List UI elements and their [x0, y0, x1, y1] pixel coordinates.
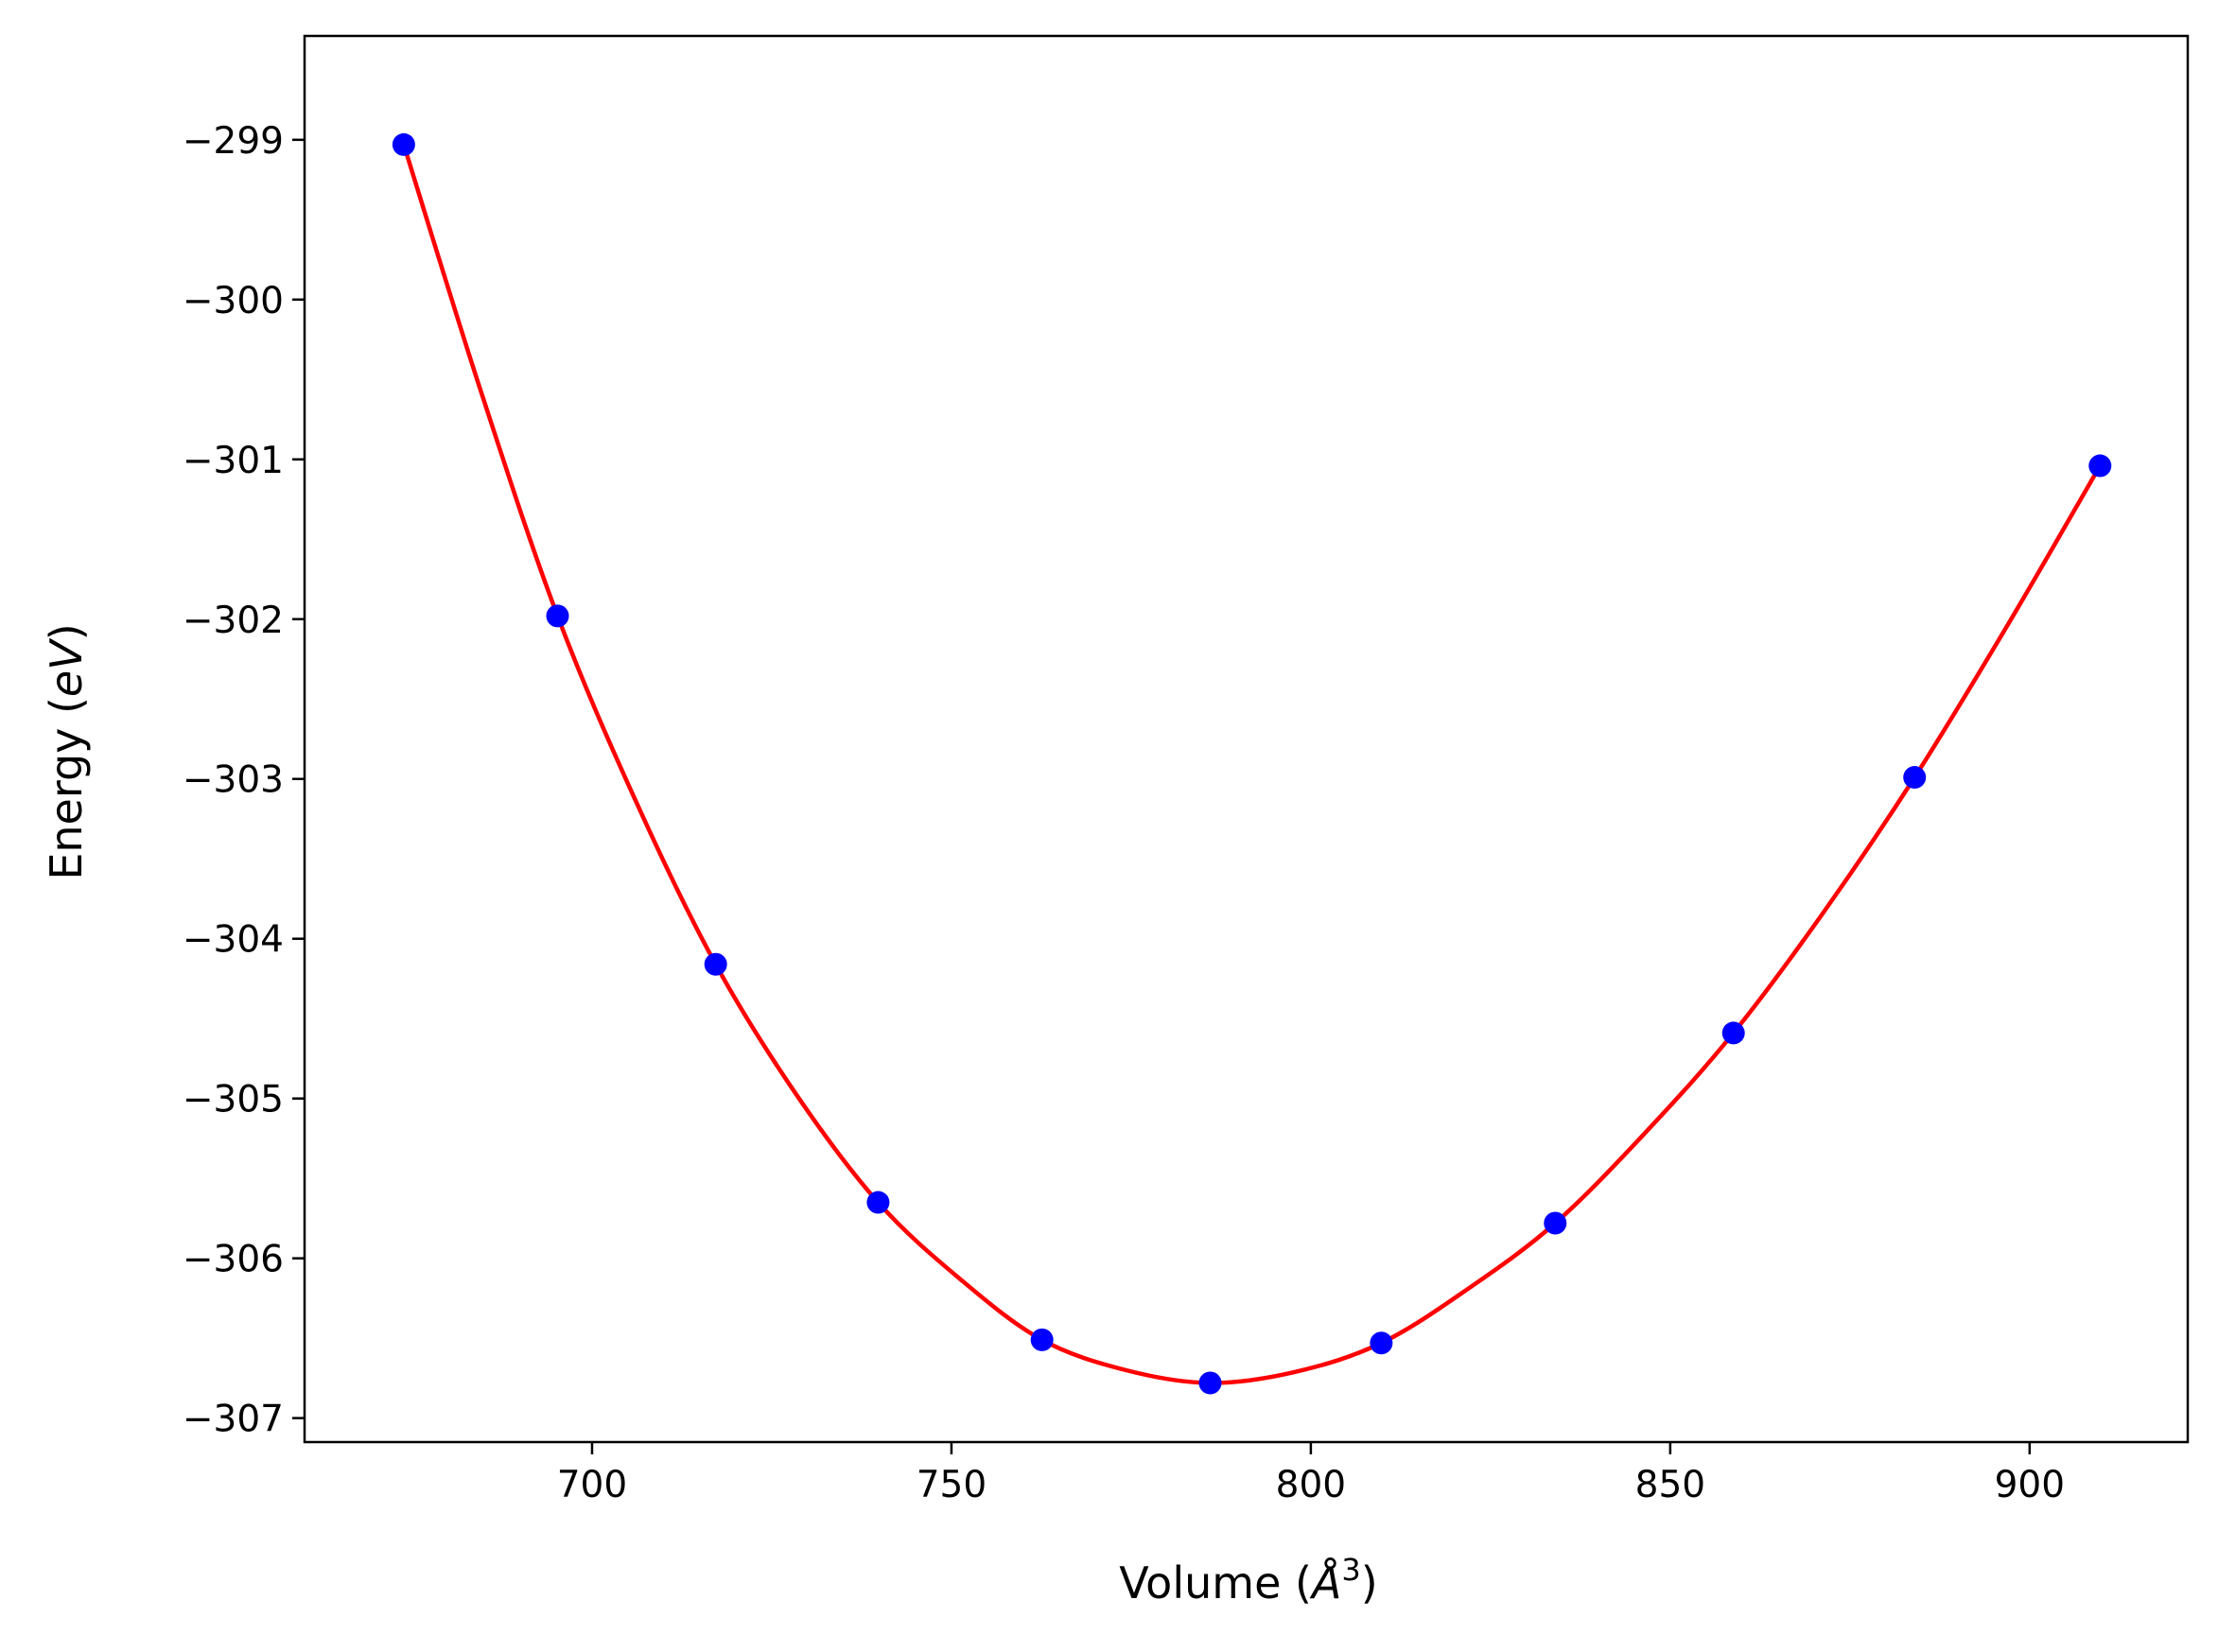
y-tick-label: −302	[183, 600, 284, 642]
data-point	[1544, 1211, 1567, 1235]
data-point	[704, 952, 727, 976]
y-tick-label: −301	[183, 440, 284, 482]
data-point	[392, 132, 415, 156]
data-point	[546, 604, 569, 628]
y-tick-label: −300	[183, 280, 284, 322]
data-point	[2088, 454, 2112, 478]
y-tick-label: −306	[183, 1239, 284, 1281]
fit-curve-layer	[401, 144, 2103, 1385]
x-axis-ticks: 700 750 800 850 900	[557, 1442, 2065, 1506]
data-point	[1370, 1331, 1393, 1355]
y-axis-ticks: −299 −300 −301 −302 −303 −304 −305 −306 −307	[183, 120, 305, 1441]
x-tick-label: 800	[1276, 1464, 1346, 1506]
y-tick-label: −305	[183, 1079, 284, 1122]
y-axis-label: Energy (eV)	[41, 623, 92, 879]
data-point	[1903, 766, 1927, 790]
y-tick-label: −304	[183, 919, 284, 962]
x-tick-label: 850	[1635, 1464, 1705, 1506]
plot-frame	[303, 34, 2190, 1444]
x-tick-label: 700	[557, 1464, 627, 1506]
y-tick-label: −299	[183, 120, 284, 163]
y-tick-label: −303	[183, 759, 284, 802]
fit-curve	[401, 144, 2103, 1385]
data-point	[1198, 1371, 1222, 1395]
data-point	[1721, 1021, 1745, 1045]
x-axis-label: Volume (Å3)	[1119, 1552, 1377, 1609]
y-tick-label: −307	[183, 1399, 284, 1441]
x-tick-label: 750	[917, 1464, 987, 1506]
data-point	[866, 1191, 890, 1214]
data-point	[1030, 1328, 1054, 1351]
x-tick-label: 900	[1995, 1464, 2065, 1506]
data-points-layer	[392, 132, 2112, 1395]
